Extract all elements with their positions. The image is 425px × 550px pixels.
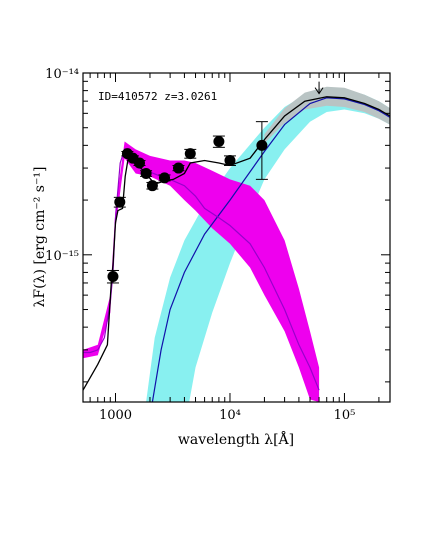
data-point [140,168,153,180]
data-point [146,180,159,192]
dust-model-band [146,87,390,402]
data-point [113,196,126,208]
total-model-uncertainty-band [264,86,390,144]
data-point [255,121,268,180]
plot-frame [82,72,391,403]
y-tick-label: 10⁻¹⁵ [45,249,79,264]
annotation-label: ID=410572 z=3.0261 [98,90,217,103]
data-point [106,269,119,284]
data-point [223,155,236,167]
y-axis-label: λF(λ) [erg cm⁻² s⁻¹] [32,167,48,308]
data-point [172,162,185,174]
upper-limit-arrow [314,81,324,95]
data-point [158,172,171,184]
tick-labels: 1000 10⁴ 10⁵ 10⁻¹⁵ 10⁻¹⁴ [45,67,355,423]
x-tick-label: 1000 [99,408,132,423]
x-tick-label: 10⁵ [334,408,356,423]
plot-area [83,81,390,402]
total-model-line [83,96,390,391]
x-axis-label: wavelength λ[Å] [178,430,294,448]
data-point [212,135,225,148]
data-point [184,148,197,160]
x-tick-label: 10⁴ [219,408,241,423]
axis-ticks [83,72,390,402]
data-point [133,157,146,169]
stellar-model-band [83,141,320,402]
y-tick-label: 10⁻¹⁴ [45,67,79,82]
dust-model-line [151,97,390,402]
